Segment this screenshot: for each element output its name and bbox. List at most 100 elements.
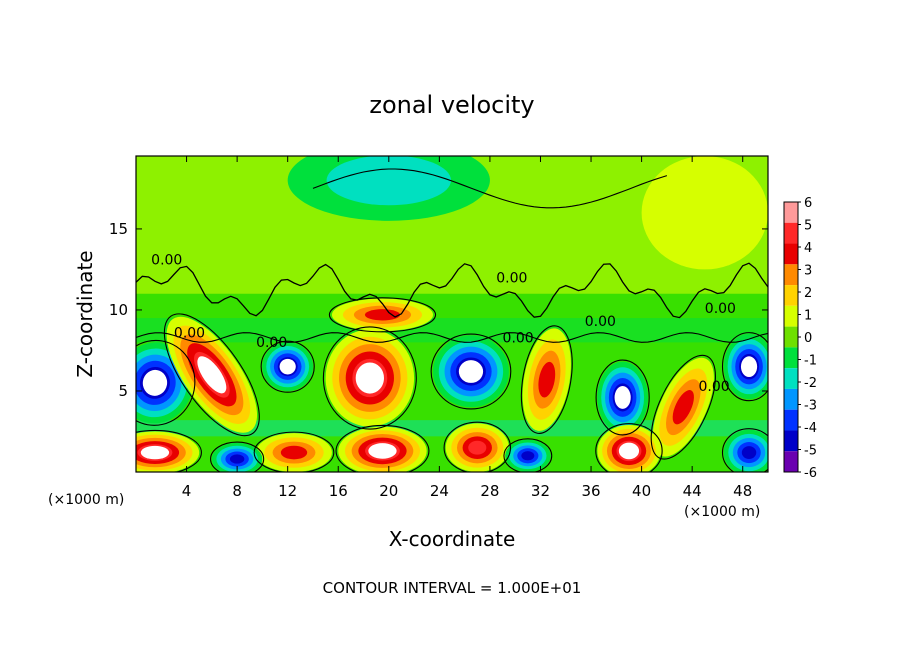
blob-core-saturated (618, 442, 640, 460)
velocity-blob (597, 361, 648, 434)
colorbar-tick-label: -5 (804, 444, 817, 459)
colorbar-tick-label: 4 (804, 241, 812, 256)
velocity-blob (325, 329, 415, 427)
blob-contour (650, 354, 716, 460)
x-tick-label: 48 (733, 482, 752, 500)
contour-interval-note: CONTOUR INTERVAL = 1.000E+01 (323, 579, 582, 597)
blob-level (538, 361, 556, 398)
plot-area (136, 156, 768, 472)
zero-contour-upper (136, 262, 768, 319)
velocity-blob (723, 334, 768, 400)
x-tick-label: 8 (232, 482, 242, 500)
velocity-blob (166, 316, 258, 433)
contour-label: 0.00 (256, 335, 287, 351)
blob-level (741, 446, 757, 460)
colorbar-tick-label: -6 (804, 466, 817, 481)
y-tick-label: 5 (118, 382, 128, 400)
blob-contour (210, 441, 265, 472)
x-unit-right: (×1000 m) (684, 504, 760, 520)
blob-core-saturated (458, 360, 484, 383)
colorbar-tick-label: 6 (804, 196, 812, 211)
x-tick-label: 4 (182, 482, 192, 500)
colorbar-tick-label: -3 (804, 399, 817, 414)
colorbar-tick-label: -2 (804, 376, 817, 391)
blob-core-saturated (197, 356, 227, 394)
contour-labels: 0.00 0.00 0.00 0.00 0.00 0.00 0.00 0.00 (151, 253, 736, 395)
blob-contour (503, 438, 553, 472)
x-tick-label: 44 (683, 482, 702, 500)
colorbar-swatch (784, 430, 798, 452)
blob-core-saturated (740, 356, 758, 378)
x-tick-label: 28 (480, 482, 499, 500)
x-tick-label: 20 (379, 482, 398, 500)
blob-level (468, 440, 487, 455)
contour-label: 0.00 (151, 253, 182, 269)
colorbar-swatch (784, 388, 798, 410)
zero-contour-lower (136, 332, 768, 343)
colorbar-swatch (784, 409, 798, 431)
contour-label: 0.00 (705, 301, 736, 317)
colorbar-tick-label: 3 (804, 264, 812, 279)
velocity-blob (433, 335, 509, 408)
colorbar-swatch (784, 451, 798, 472)
velocity-blob (723, 429, 768, 472)
blob-level (672, 389, 694, 425)
velocity-blob (597, 425, 661, 472)
contour-label: 0.00 (698, 379, 729, 395)
blob-core-saturated (142, 369, 168, 396)
blob-contour (163, 313, 260, 437)
colorbar-swatch (784, 347, 798, 369)
blob-level (521, 451, 535, 461)
blob-core-saturated (614, 386, 631, 409)
blob-level (364, 309, 401, 321)
y-axis-label: Z-coordinate (73, 250, 97, 377)
blob-level (280, 445, 308, 460)
colorbar-swatch (784, 202, 798, 223)
x-tick-label: 32 (531, 482, 550, 500)
colorbar-swatch (784, 243, 798, 265)
blob-contour (430, 333, 512, 410)
blob-contour (335, 424, 430, 472)
blob-level (326, 156, 452, 206)
velocity-blob (522, 328, 571, 431)
blob-contour (328, 297, 437, 333)
velocity-blob (331, 298, 434, 332)
blob-level (229, 454, 245, 464)
zero-contour-top (312, 168, 668, 209)
colorbar-tick-label: 0 (804, 331, 812, 346)
contour-label: 0.00 (496, 270, 527, 286)
colorbar-tick-label: -4 (804, 421, 817, 436)
colorbar-swatch (784, 264, 798, 286)
blob-level (641, 156, 768, 270)
blob-contour (721, 332, 768, 402)
blob-contour (136, 429, 202, 472)
blob-core-saturated (355, 362, 384, 394)
y-axis: 5 10 15 (109, 220, 768, 400)
blob-contour (136, 339, 196, 426)
x-tick-label: 12 (278, 482, 297, 500)
blob-contour (322, 326, 417, 430)
blob-core-saturated (368, 443, 397, 459)
blob-contour (595, 359, 650, 436)
y-tick-label: 10 (109, 301, 128, 319)
blob-core-saturated (140, 445, 170, 460)
velocity-blob (211, 442, 263, 472)
blob-contour (721, 428, 768, 472)
zero-contours (136, 168, 768, 472)
velocity-blob (256, 433, 332, 472)
contour-label: 0.00 (585, 314, 616, 330)
velocity-blob (136, 431, 200, 472)
colorbar-swatch (784, 285, 798, 306)
colorbar-tick-label: 1 (804, 309, 812, 324)
velocity-blob (652, 357, 714, 457)
x-tick-label: 24 (430, 482, 449, 500)
velocity-blobs (136, 156, 768, 472)
velocity-blob (641, 156, 768, 270)
velocity-blob (262, 342, 313, 391)
blob-contour (443, 421, 512, 472)
y-tick-label: 15 (109, 220, 128, 238)
velocity-blob (505, 439, 551, 472)
chart-title: zonal velocity (369, 91, 534, 119)
blob-contour (520, 325, 573, 434)
velocity-blob (287, 156, 490, 221)
